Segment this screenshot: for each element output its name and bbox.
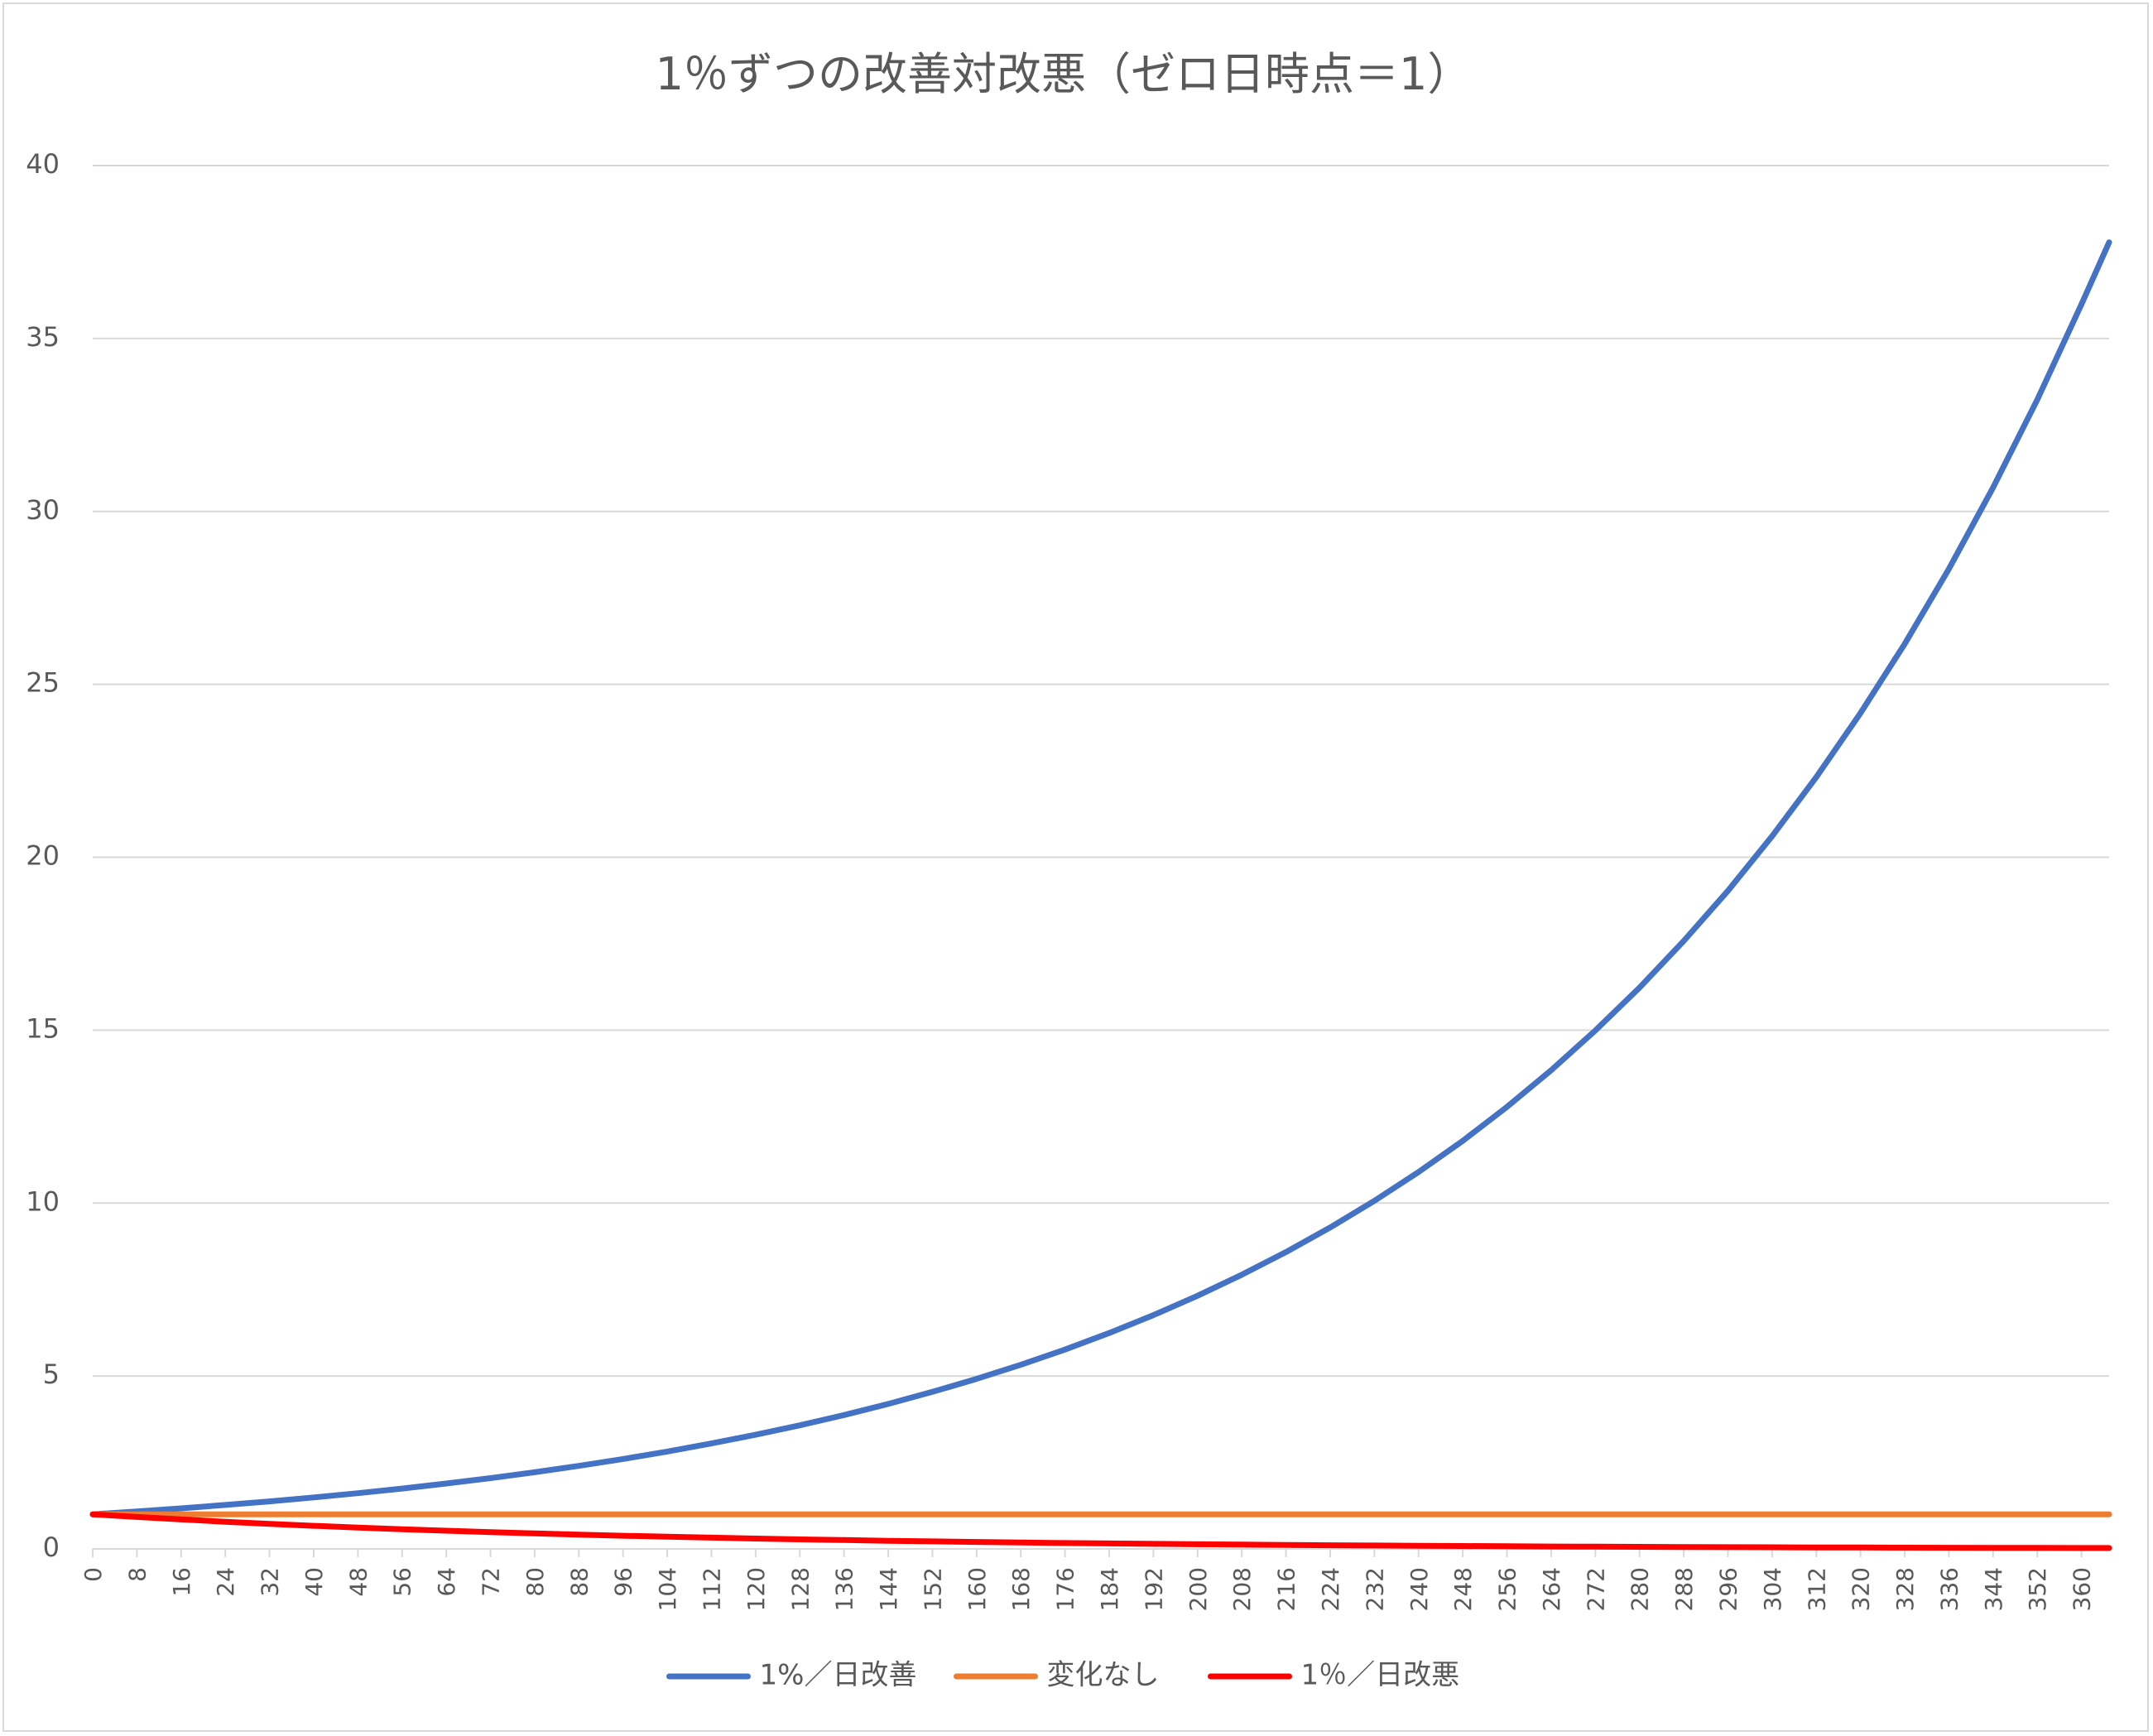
y-tick-label: 10	[26, 1185, 60, 1217]
series-line-1	[89, 239, 2112, 1517]
y-tick-label: 25	[26, 667, 60, 699]
x-tick-label: 80	[521, 1567, 549, 1597]
x-tick-label: 16	[168, 1567, 195, 1597]
x-tick-label: 8	[123, 1567, 151, 1582]
y-tick-label: 40	[26, 148, 60, 180]
x-tick-label: 88	[565, 1567, 593, 1597]
x-tick-label: 144	[875, 1567, 902, 1611]
y-tick-label: 20	[26, 840, 60, 872]
x-tick-label: 32	[257, 1567, 284, 1597]
x-tick-label: 96	[610, 1567, 637, 1597]
x-tick-label: 264	[1538, 1567, 1565, 1611]
x-tick-label: 208	[1228, 1567, 1256, 1611]
x-tick-label: 40	[300, 1567, 328, 1597]
y-tick-label: 35	[26, 321, 60, 353]
y-tick-label: 0	[43, 1532, 60, 1563]
x-tick-label: 136	[831, 1567, 858, 1611]
y-axis-ticks: 0 5 10 15 20 25 30 35 40	[26, 148, 60, 1563]
x-tick-label: 48	[344, 1567, 372, 1597]
x-tick-label: 256	[1494, 1567, 1521, 1611]
x-tick-label: 120	[742, 1567, 770, 1611]
x-tick-label: 280	[1627, 1567, 1654, 1611]
x-tick-label: 304	[1759, 1567, 1786, 1611]
legend: 1%／日改善 変化なし 1％／日改悪	[666, 1659, 1460, 1692]
x-tick-label: 152	[919, 1567, 946, 1611]
x-tick-label: 200	[1185, 1567, 1212, 1611]
x-tick-label: 344	[1980, 1567, 2007, 1611]
x-tick-label: 184	[1096, 1567, 1123, 1611]
gridlines	[93, 165, 2109, 1550]
legend-label-2: 変化なし	[1047, 1659, 1160, 1692]
x-tick-label: 328	[1891, 1567, 1919, 1611]
y-tick-label: 30	[26, 494, 60, 526]
x-tick-label: 72	[478, 1567, 505, 1597]
x-tick-label: 224	[1317, 1567, 1344, 1611]
chart-title: 1％ずつの改善対改悪（ゼロ日時点＝1）	[656, 48, 1473, 100]
x-tick-label: 296	[1714, 1567, 1742, 1611]
x-tick-label: 352	[2024, 1567, 2051, 1611]
x-tick-label: 216	[1273, 1567, 1300, 1611]
x-axis-ticks: 0 8 16 24 32 40 48 56 64 72 80 88 96 104 112 120 128 136 1…	[79, 1549, 2096, 1611]
x-tick-label: 192	[1140, 1567, 1167, 1611]
x-tick-label: 104	[654, 1567, 681, 1611]
x-tick-label: 248	[1449, 1567, 1477, 1611]
x-tick-label: 320	[1848, 1567, 1875, 1611]
legend-label-3: 1％／日改悪	[1301, 1659, 1460, 1692]
x-tick-label: 272	[1582, 1567, 1609, 1611]
x-tick-label: 56	[389, 1567, 416, 1597]
y-tick-label: 5	[43, 1359, 60, 1390]
x-tick-label: 0	[79, 1567, 107, 1582]
x-tick-label: 176	[1052, 1567, 1079, 1611]
series-line-3	[89, 1511, 2112, 1551]
x-tick-label: 168	[1007, 1567, 1035, 1611]
x-tick-label: 24	[212, 1567, 239, 1597]
x-tick-label: 160	[964, 1567, 991, 1611]
x-tick-label: 112	[698, 1567, 725, 1611]
x-tick-label: 232	[1361, 1567, 1388, 1611]
x-tick-label: 128	[786, 1567, 814, 1611]
series-lines	[89, 239, 2112, 1551]
x-tick-label: 288	[1670, 1567, 1698, 1611]
x-tick-label: 64	[433, 1567, 460, 1597]
x-tick-label: 240	[1406, 1567, 1433, 1611]
y-tick-label: 15	[26, 1012, 60, 1044]
legend-label-1: 1%／日改善	[760, 1659, 917, 1692]
x-tick-label: 336	[1935, 1567, 1963, 1611]
x-tick-label: 312	[1803, 1567, 1830, 1611]
x-tick-label: 360	[2069, 1567, 2096, 1611]
